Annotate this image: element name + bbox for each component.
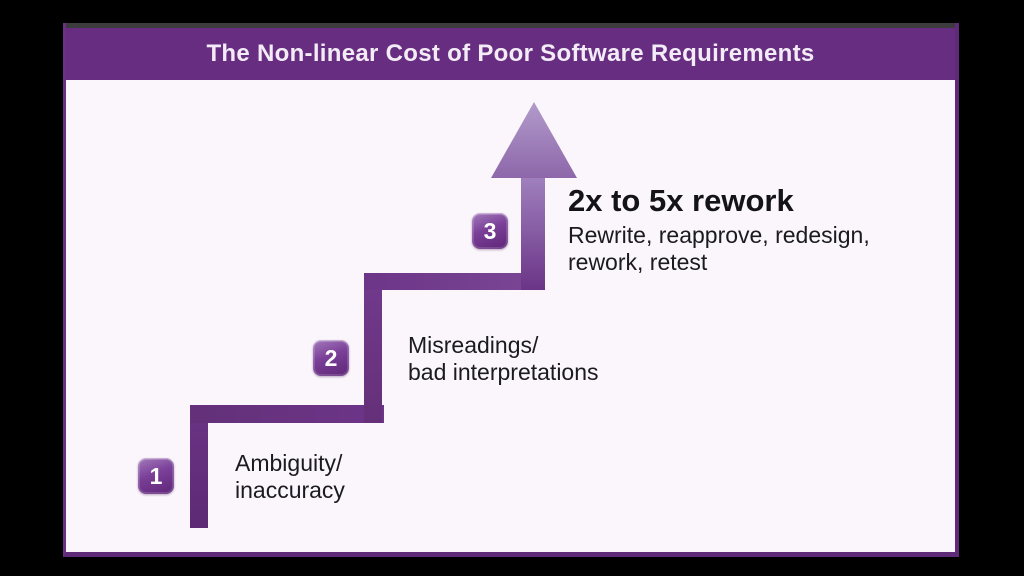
step-1-badge: 1 <box>138 458 174 494</box>
step-1-label-line-1: Ambiguity/ <box>235 450 343 476</box>
slide-frame: The Non-linear Cost of Poor Software Req… <box>63 23 959 557</box>
step-2-label-line-2: bad interpretations <box>408 359 599 385</box>
step-3-detail-line-1: Rewrite, reapprove, redesign, <box>568 222 870 248</box>
step-1-label-line-2: inaccuracy <box>235 477 345 503</box>
stair-segment-horizontal-1 <box>190 405 384 423</box>
step-3-heading: 2x to 5x rework <box>568 183 794 218</box>
title-bar: The Non-linear Cost of Poor Software Req… <box>66 28 955 80</box>
stair-segment-vertical-2 <box>364 273 382 423</box>
step-1-number: 1 <box>149 462 163 489</box>
stair-segment-vertical-1 <box>190 405 208 528</box>
step-3-number: 3 <box>483 217 497 244</box>
step-3-badge: 3 <box>472 213 508 249</box>
stair-segment-horizontal-2 <box>364 273 545 290</box>
growth-arrow-shaft <box>521 172 545 290</box>
slide-title: The Non-linear Cost of Poor Software Req… <box>206 40 815 67</box>
step-2-label-line-1: Misreadings/ <box>408 332 539 358</box>
step-3-detail-line-2: rework, retest <box>568 249 708 275</box>
step-1-label: Ambiguity/ inaccuracy <box>235 450 345 504</box>
step-2-label: Misreadings/ bad interpretations <box>408 332 599 386</box>
step-3-label: 2x to 5x rework Rewrite, reapprove, rede… <box>568 183 870 276</box>
top-divider <box>66 23 955 28</box>
diagram-canvas: 1 2 3 Ambiguity/ inaccuracy Misreadings/… <box>66 80 955 552</box>
step-2-badge: 2 <box>313 340 349 376</box>
step-2-number: 2 <box>324 344 338 371</box>
growth-arrow-up-icon <box>491 102 577 178</box>
